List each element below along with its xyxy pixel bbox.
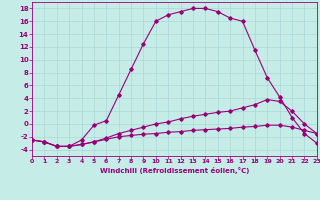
- X-axis label: Windchill (Refroidissement éolien,°C): Windchill (Refroidissement éolien,°C): [100, 167, 249, 174]
